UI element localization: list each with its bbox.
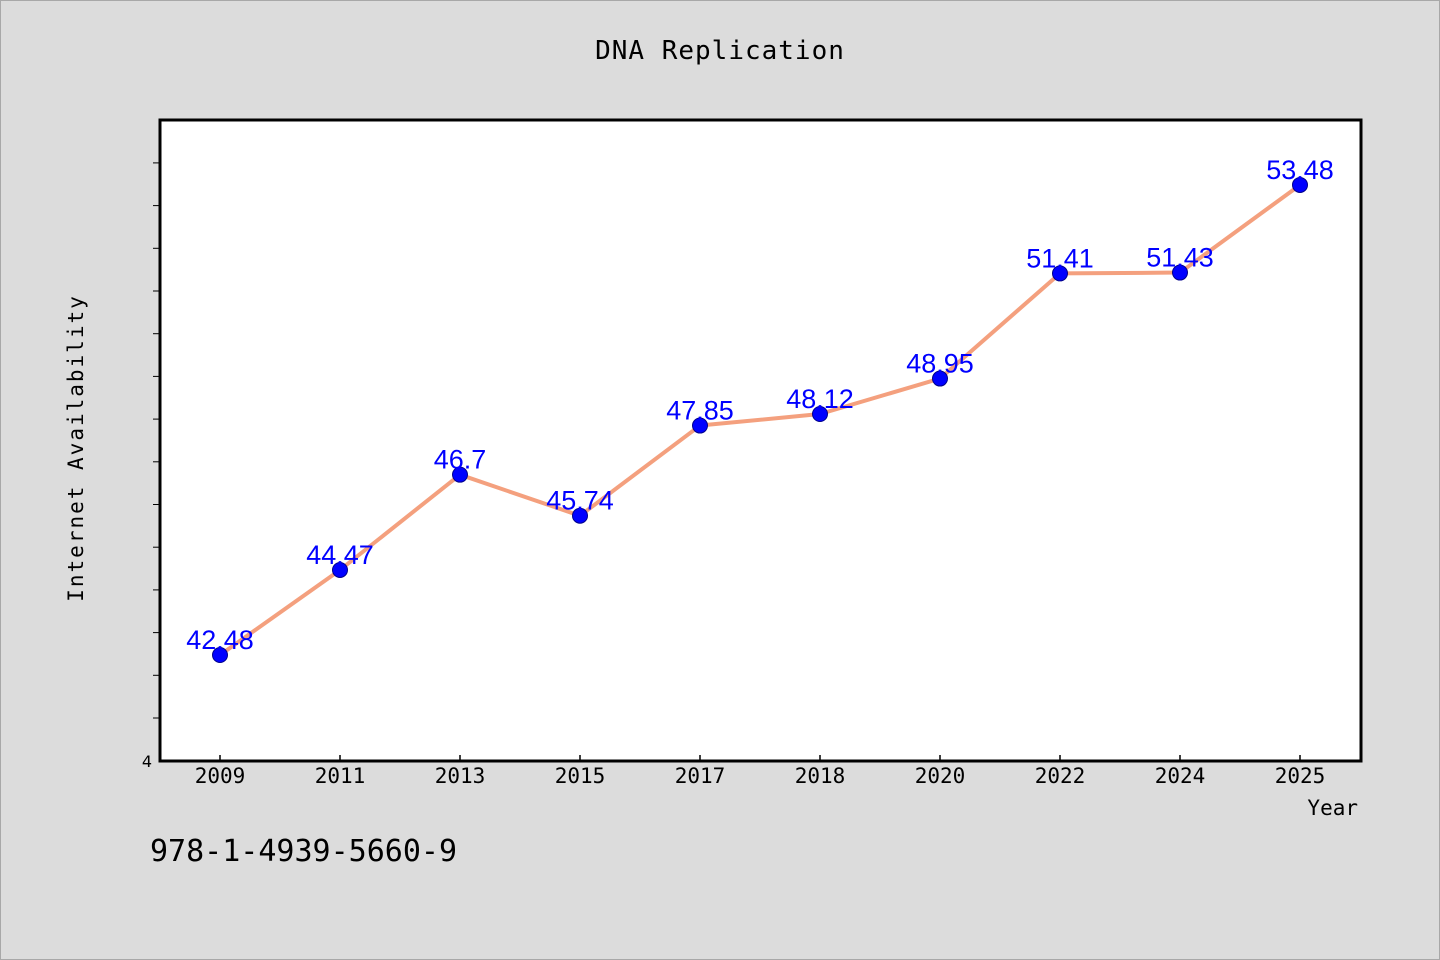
chart-title: DNA Replication xyxy=(595,36,845,66)
data-point xyxy=(812,406,828,423)
x-tick-label: 2025 xyxy=(1275,764,1326,788)
plot-area xyxy=(158,118,1363,763)
data-point xyxy=(332,561,348,578)
data-point xyxy=(1292,176,1308,193)
x-tick-label: 2015 xyxy=(555,764,606,788)
y-tick-label: 4 xyxy=(142,752,152,771)
x-tick-label: 2018 xyxy=(795,764,846,788)
isbn-text: 978-1-4939-5660-9 xyxy=(150,834,458,869)
data-label: 53.48 xyxy=(1266,155,1334,185)
x-axis-label: Year xyxy=(1307,796,1358,820)
data-point xyxy=(1052,265,1068,282)
x-tick-label: 2022 xyxy=(1035,764,1086,788)
y-axis-ticks: 4 xyxy=(142,162,160,771)
series-layer xyxy=(212,176,1308,664)
data-label: 45.74 xyxy=(546,486,614,516)
data-point xyxy=(572,507,588,524)
data-label: 47.85 xyxy=(666,396,734,426)
data-label: 42.48 xyxy=(186,625,254,655)
data-point xyxy=(692,417,708,434)
x-tick-label: 2017 xyxy=(675,764,726,788)
data-label: 46.7 xyxy=(434,445,487,475)
series-line xyxy=(218,183,1302,657)
x-axis-ticks: 2009 2011 2013 2015 2017 2018 2020 2022 2024 2025 xyxy=(195,755,1326,788)
x-tick-label: 2009 xyxy=(195,764,246,788)
data-point xyxy=(1172,264,1188,281)
data-point xyxy=(932,370,948,387)
data-label: 51.43 xyxy=(1146,243,1214,273)
data-label: 44.47 xyxy=(306,540,374,570)
x-tick-label: 2011 xyxy=(315,764,366,788)
data-label: 48.95 xyxy=(906,349,974,379)
data-point xyxy=(212,647,228,664)
data-label: 51.41 xyxy=(1026,243,1094,273)
x-tick-label: 2024 xyxy=(1155,764,1206,788)
data-labels: 42.48 44.47 46.7 45.74 47.85 48.12 48.95 51.41 5… xyxy=(186,155,1334,655)
data-point xyxy=(452,466,468,483)
data-label: 48.12 xyxy=(786,384,854,414)
x-tick-label: 2013 xyxy=(435,764,486,788)
x-tick-label: 2020 xyxy=(915,764,966,788)
